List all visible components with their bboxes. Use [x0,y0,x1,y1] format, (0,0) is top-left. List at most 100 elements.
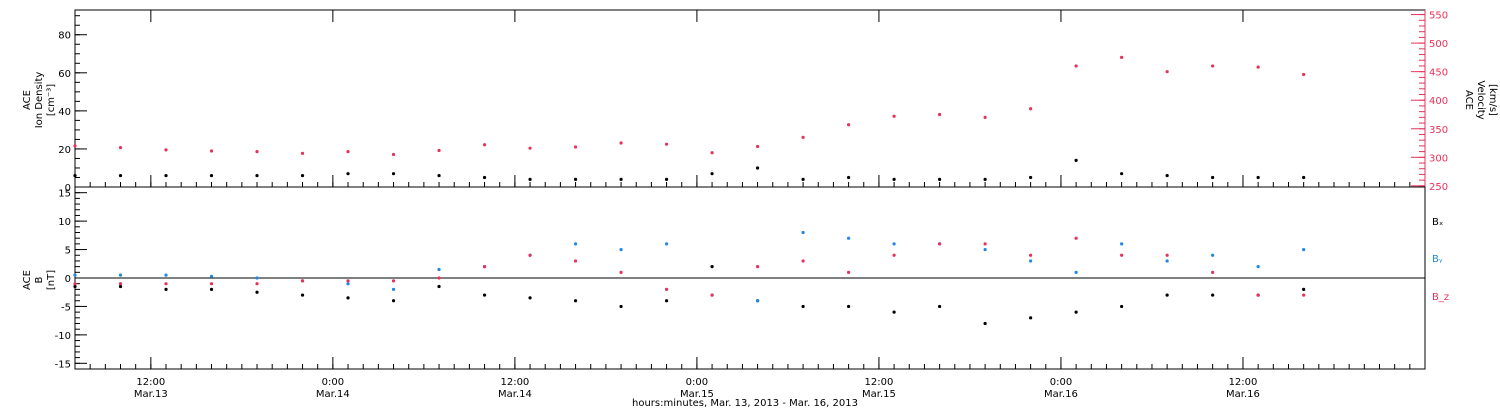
velocity-point [1029,107,1033,111]
legend-by: Bᵧ [1432,254,1443,265]
bx-point [846,304,851,309]
bz-point [619,270,623,274]
bottom-ytick-label: 0 [65,274,71,285]
by-point [1302,247,1306,252]
bz-point [801,259,805,263]
bx-point [300,293,305,297]
by-point [619,247,623,252]
by-point [1211,253,1215,257]
top-right-ylabel-line1: ACE [1463,90,1474,110]
ion-density-point [1211,175,1215,180]
bz-point [391,279,396,283]
by-point [801,230,805,235]
bottom-ytick-label: 5 [65,246,71,257]
top-panel: 0 20 40 60 80 250 300 350 400 450 500 550 [58,9,1448,194]
velocity-point [528,146,532,150]
x-tick-time-label: 12:00 [136,377,165,388]
ion-density-point [619,177,623,181]
bz-point [664,287,669,291]
bx-point [164,287,168,291]
ion-density-point [391,172,396,176]
top-right-ytick-label: 550 [1429,11,1448,22]
velocity-point [983,115,987,119]
bottom-panel: -15 -10 -5 0 5 10 15 [55,186,1426,370]
velocity-point [573,145,578,149]
x-tick-time-label: 0:00 [686,377,708,388]
bx-point [664,299,669,303]
ion-density-point [1302,175,1306,180]
bx-point [1211,293,1215,297]
top-left-ytick-label: 60 [58,69,71,80]
by-point [1120,242,1124,246]
legend-bx: Bₓ [1432,217,1443,228]
bz-point [300,279,305,283]
bx-point [573,299,578,303]
ion-density-point [300,173,305,178]
top-right-ytick-label: 500 [1429,39,1448,50]
top-left-ytick-label: 40 [58,107,71,118]
velocity-point [1302,72,1306,77]
x-axis: 12:00Mar.130:00Mar.1412:00Mar.140:00Mar.… [89,10,1411,400]
bz-point [528,253,532,257]
velocity-point [1120,55,1124,59]
bz-point [255,282,259,286]
bx-point [710,265,714,269]
ion-density-point [1029,175,1033,180]
by-point [1029,259,1033,263]
ion-density-point [801,177,805,181]
velocity-point [346,150,350,154]
bx-point [1165,293,1169,297]
by-point [437,267,441,272]
velocity-point [164,148,168,152]
bz-point [482,265,487,269]
bz-point [892,253,896,257]
x-tick-date-label: Mar.16 [1044,389,1078,400]
velocity-point [1256,65,1260,69]
top-right-ytick-label: 400 [1429,96,1448,107]
velocity-point [391,152,396,157]
bx-point [1120,304,1124,309]
legend-bz: B_z [1432,292,1449,303]
velocity-point [300,151,305,155]
bottom-ytick-label: 10 [58,217,71,228]
bottom-ylabel-line1: ACE [22,270,33,290]
ion-density-point [482,175,487,180]
by-point [73,273,77,277]
bottom-ylabel-line2: B [34,276,45,283]
bx-point [983,321,987,326]
bx-point [801,304,805,309]
ion-density-point [983,177,987,181]
top-left-ylabel-line3: [cm⁻³] [46,84,57,116]
top-left-ytick-label: 80 [58,31,71,42]
bx-point [1029,316,1033,320]
bz-point [846,270,851,274]
bz-point [1120,253,1124,257]
top-left-ytick-label: 20 [58,145,71,156]
x-tick-date-label: Mar.15 [680,389,714,400]
ion-density-point [209,173,214,178]
bz-point [209,282,214,286]
bottom-ytick-label: -15 [55,359,71,370]
bz-point [938,242,942,246]
bz-point [1165,253,1169,257]
bx-point [938,304,942,309]
velocity-point [255,150,259,154]
ion-density-point [1074,158,1078,162]
bz-point [1074,236,1078,240]
by-point [1256,265,1260,269]
ion-density-point [346,172,350,176]
x-tick-date-label: Mar.14 [498,389,532,400]
bx-point [528,296,532,300]
x-tick-time-label: 12:00 [500,377,529,388]
velocity-point [664,142,669,146]
bx-point [437,284,441,289]
top-left-ylabel-line2: Ion Density [34,72,45,129]
x-tick-date-label: Mar.13 [134,389,168,400]
top-right-ytick-label: 250 [1429,182,1448,193]
bz-point [983,242,987,246]
bx-point [482,293,487,297]
bz-point [1256,293,1260,297]
bx-point [391,299,396,303]
by-point [255,276,259,280]
